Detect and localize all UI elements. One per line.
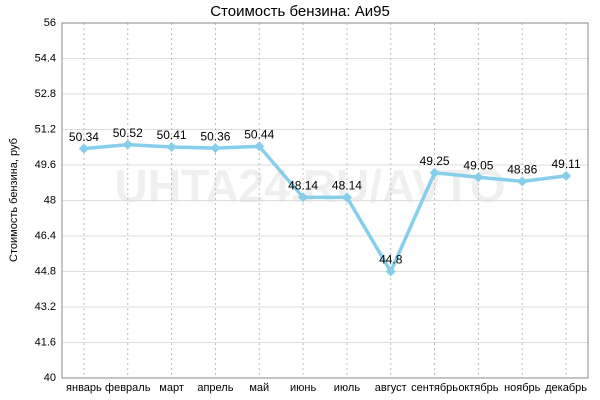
- data-label: 48.86: [507, 163, 537, 177]
- point: [78, 143, 89, 154]
- y-tick-label: 46.4: [35, 230, 56, 242]
- y-tick-label: 52.8: [35, 88, 56, 100]
- point: [517, 176, 528, 187]
- x-tick-label: апрель: [197, 382, 233, 394]
- watermark: UHTA24.RU/AVTO: [114, 160, 505, 212]
- y-tick-label: 48: [44, 194, 56, 206]
- x-tick-label: август: [375, 382, 407, 394]
- y-tick-label: 41.6: [35, 336, 56, 348]
- x-tick-label: декабрь: [545, 382, 587, 394]
- x-tick-label: май: [249, 382, 269, 394]
- plot-frame: [61, 22, 589, 379]
- data-label: 50.52: [113, 126, 143, 140]
- point: [561, 170, 572, 181]
- y-tick-label: 40: [44, 372, 56, 384]
- data-label: 50.34: [69, 130, 99, 144]
- point: [298, 192, 309, 203]
- y-tick-label: 44.8: [35, 265, 56, 277]
- point: [341, 192, 352, 203]
- y-axis-label: Стоимость бензина, руб: [8, 138, 20, 262]
- x-tick-label: сентябрь: [411, 382, 458, 394]
- point: [254, 141, 265, 152]
- data-label: 49.25: [420, 154, 450, 168]
- data-label: 48.14: [332, 179, 362, 193]
- x-tick-label: июнь: [290, 382, 316, 394]
- x-tick-label: март: [159, 382, 184, 394]
- chart-title: Стоимость бензина: Аи95: [210, 3, 390, 20]
- y-tick-label: 56: [44, 17, 56, 29]
- point: [473, 172, 484, 183]
- x-tick-label: июль: [334, 382, 361, 394]
- data-label: 50.44: [244, 128, 274, 142]
- y-tick-label: 51.2: [35, 123, 56, 135]
- point: [385, 266, 396, 277]
- x-tick-label: январь: [66, 382, 102, 394]
- y-tick-label: 43.2: [35, 301, 56, 313]
- data-label: 50.41: [157, 128, 187, 142]
- x-tick-label: ноябрь: [504, 382, 541, 394]
- data-label: 49.11: [552, 157, 581, 171]
- y-tick-label: 49.6: [35, 159, 56, 171]
- data-label: 44.8: [379, 253, 403, 267]
- point: [210, 143, 221, 154]
- line: [83, 142, 567, 276]
- x-tick-label: февраль: [105, 382, 151, 394]
- point: [429, 167, 440, 178]
- x-tick-label: октябрь: [458, 382, 498, 394]
- data-label: 49.05: [463, 158, 493, 172]
- y-tick-label: 54.4: [35, 52, 56, 64]
- point: [122, 139, 133, 150]
- data-label: 48.14: [288, 179, 318, 193]
- point: [166, 142, 177, 153]
- data-label: 50.36: [200, 129, 230, 143]
